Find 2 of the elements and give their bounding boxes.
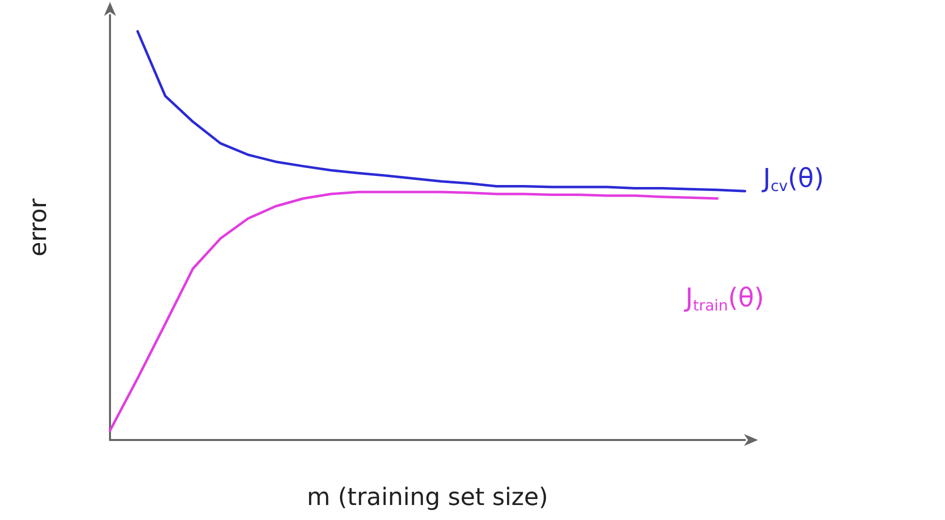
x-axis-title: m (training set size) <box>306 483 548 511</box>
y-axis-title: error <box>24 198 52 257</box>
